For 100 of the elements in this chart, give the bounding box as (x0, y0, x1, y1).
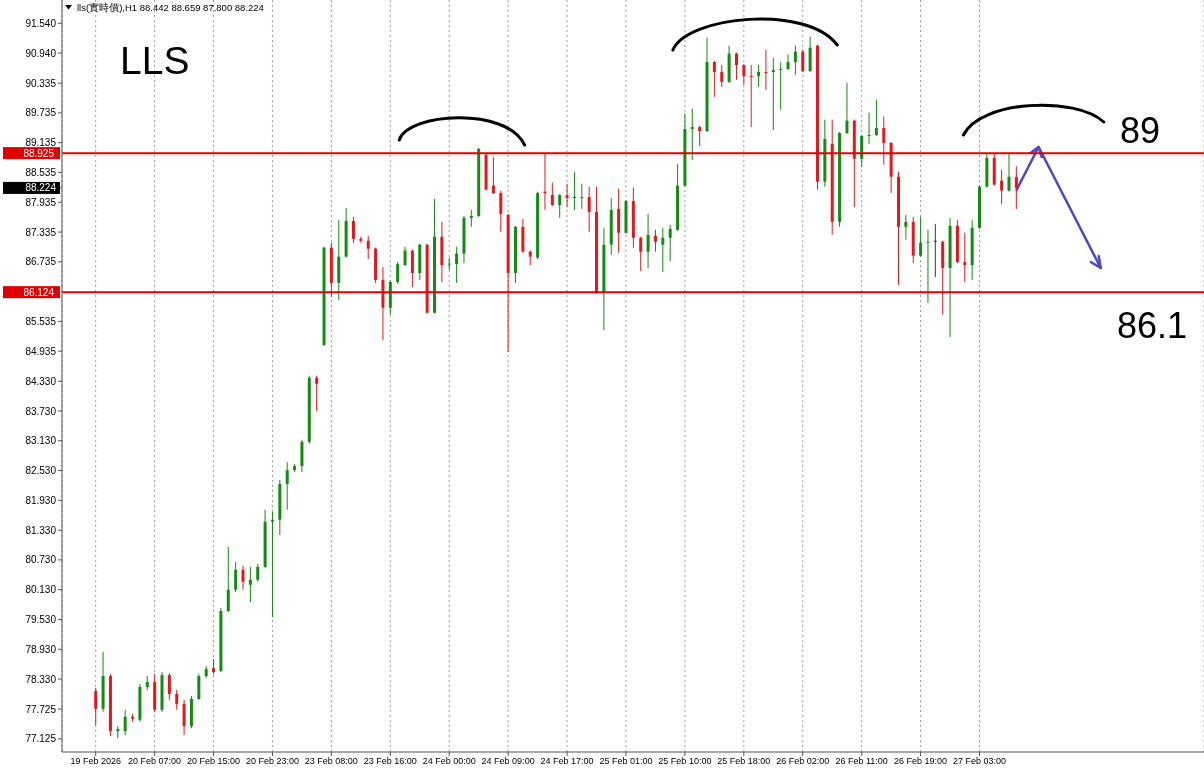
candlestick (403, 246, 407, 267)
candlestick (167, 672, 171, 701)
candlestick (720, 64, 724, 88)
x-tick-label: 26 Feb 19:00 (894, 756, 948, 767)
candlestick (182, 699, 186, 736)
x-tick-label: 24 Feb 00:00 (422, 756, 476, 767)
candlestick (410, 249, 414, 288)
candlestick (315, 375, 319, 412)
candlestick (904, 214, 908, 241)
candlestick (396, 261, 400, 285)
y-tick-label: 79.530 (25, 614, 57, 626)
text: LLS (120, 39, 190, 82)
x-tick-label: 23 Feb 16:00 (363, 756, 417, 767)
annotation: 89 (1120, 109, 1161, 151)
y-tick-label: 89.135 (25, 137, 57, 149)
candlestick (359, 236, 363, 244)
y-tick-label: 88.224 (25, 182, 57, 194)
y-tick-label: 77.725 (25, 703, 57, 715)
candlestick (793, 45, 797, 76)
x-tick-label: 24 Feb 09:00 (481, 756, 535, 767)
candlestick (764, 49, 768, 91)
x-tick-label: 25 Feb 01:00 (599, 756, 653, 767)
candlestick (175, 689, 179, 711)
candlestick (491, 156, 495, 195)
candlestick (1007, 152, 1011, 193)
candlestick (234, 561, 238, 593)
y-tick-label: 84.935 (25, 345, 57, 357)
y-tick-label: 78.330 (25, 673, 57, 685)
candlestick (653, 229, 657, 253)
x-tick-label: 24 Feb 17:00 (540, 756, 594, 767)
candlestick (786, 54, 790, 71)
candlestick (742, 63, 746, 86)
candlestick (639, 236, 643, 272)
candlestick (572, 171, 576, 211)
candlestick (668, 224, 672, 262)
candlestick (1000, 169, 1004, 205)
candlestick (757, 64, 761, 88)
candlestick (1014, 165, 1018, 210)
x-tick-label: 25 Feb 10:00 (658, 756, 712, 767)
candlestick (646, 213, 650, 269)
y-tick-label: 90.940 (25, 47, 57, 59)
y-tick-label: 88.535 (25, 167, 57, 179)
candlestick (197, 673, 201, 701)
candlestick (690, 108, 694, 161)
candlestick (661, 227, 665, 273)
candlestick (712, 60, 716, 98)
candlestick (447, 257, 451, 271)
y-tick-label: 86.735 (25, 256, 57, 268)
candlestick (226, 546, 230, 613)
y-tick-label: 83.130 (25, 435, 57, 447)
candlestick (860, 134, 864, 168)
candlestick (499, 190, 503, 233)
candlestick (779, 61, 783, 111)
y-tick-label: 78.930 (25, 643, 57, 655)
x-tick-label: 20 Feb 07:00 (128, 756, 182, 767)
candlestick (558, 193, 562, 219)
candlestick (801, 49, 805, 73)
candlestick (963, 232, 967, 283)
candlestick (926, 229, 930, 304)
y-tick-label: 90.335 (25, 77, 57, 89)
y-tick-label: 80.130 (25, 584, 57, 596)
candlestick (565, 183, 569, 208)
candlestick (882, 116, 886, 166)
candlestick (845, 82, 849, 135)
y-tick-label: 81.330 (25, 524, 57, 536)
candlestick (248, 566, 252, 603)
y-tick-label: 80.730 (25, 554, 57, 566)
candlestick (94, 687, 98, 726)
candlestick (771, 57, 775, 131)
candlestick (351, 216, 355, 244)
candlestick (617, 188, 621, 254)
candlestick (580, 183, 584, 210)
candlestick (933, 223, 937, 278)
x-tick-label: 20 Feb 15:00 (187, 756, 241, 767)
candlestick (698, 125, 702, 147)
candlestick (874, 99, 878, 137)
x-tick-label: 23 Feb 08:00 (304, 756, 358, 767)
y-tick-label: 87.335 (25, 226, 57, 238)
y-tick-label: 84.330 (25, 375, 57, 387)
y-tick-label: 85.535 (25, 315, 57, 327)
candlestick (867, 112, 871, 145)
y-tick-label: 83.730 (25, 405, 57, 417)
candlestick (123, 709, 127, 736)
candlestick (285, 461, 289, 511)
candlestick (919, 216, 923, 258)
y-tick-label: 91.540 (25, 17, 57, 29)
x-tick-label: 19 Feb 2026 (70, 756, 121, 767)
x-tick-label: 25 Feb 18:00 (717, 756, 771, 767)
y-tick-label: 81.930 (25, 494, 57, 506)
candlestick (366, 235, 370, 260)
candlestick (241, 565, 245, 591)
candlestick (550, 182, 554, 207)
y-tick-label: 77.125 (25, 733, 57, 745)
candlestick (587, 186, 591, 233)
candlestick (270, 511, 274, 618)
x-tick-label: 26 Feb 02:00 (776, 756, 830, 767)
x-tick-label: 26 Feb 11:00 (835, 756, 888, 767)
x-tick-label: 27 Feb 03:00 (952, 756, 1007, 767)
y-tick-label: 87.935 (25, 196, 57, 208)
ref-line-label: 88.925 (23, 147, 55, 159)
